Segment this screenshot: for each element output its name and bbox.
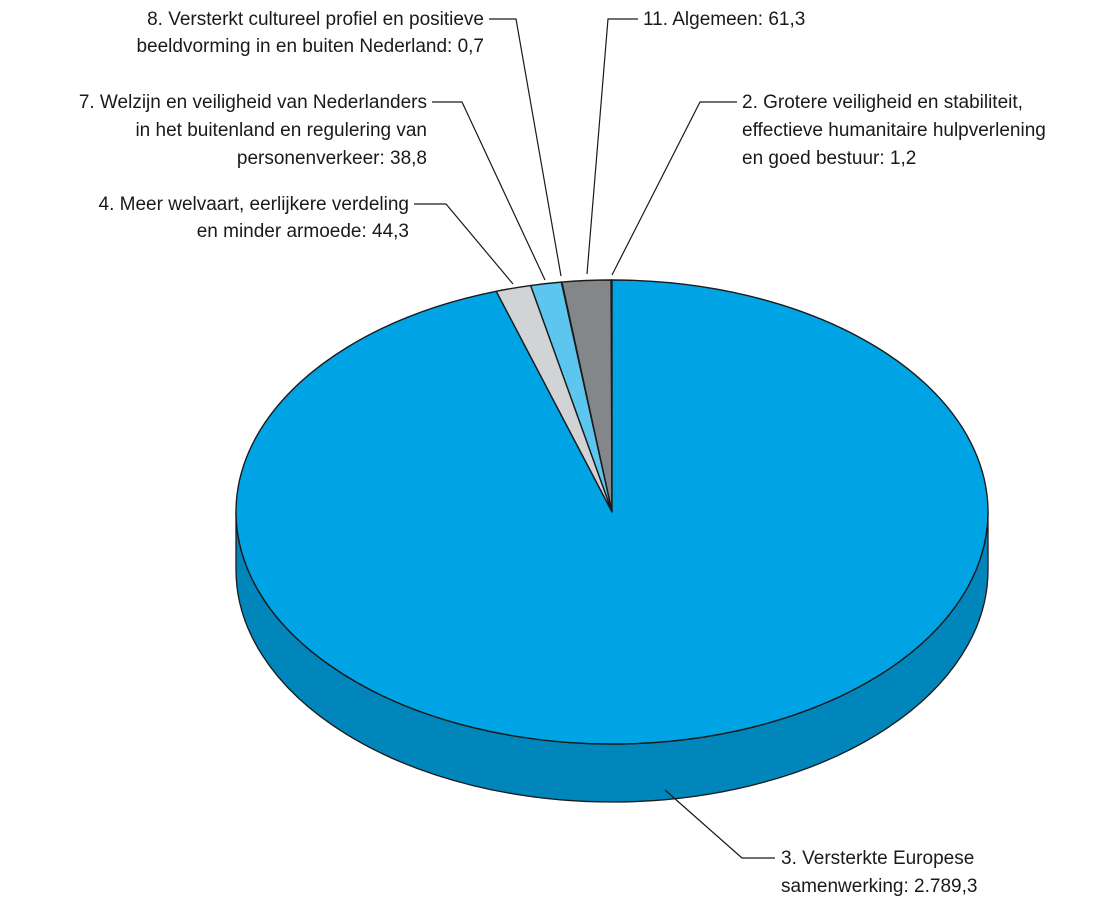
slice-label-line: samenwerking: 2.789,3 bbox=[781, 876, 977, 897]
slice-label-5: 3. Versterkte Europese samenwerking: 2.78… bbox=[781, 848, 977, 897]
slice-label-4: 4. Meer welvaart, eerlijkere verdeling en… bbox=[99, 194, 409, 242]
slice-label-line: in het buitenland en regulering van bbox=[135, 120, 427, 141]
slice-label-line: 8. Versterkt cultureel profiel en positi… bbox=[147, 9, 484, 30]
slice-label-line: personenverkeer: 38,8 bbox=[237, 148, 427, 169]
leader-line-5 bbox=[664, 789, 775, 859]
slice-label-0: 2. Grotere veiligheid en stabiliteit, eff… bbox=[742, 92, 1046, 169]
slice-label-line: beeldvorming in en buiten Nederland: 0,7 bbox=[136, 36, 484, 57]
pie-slice-5 bbox=[235, 279, 989, 745]
slice-label-1: 11. Algemeen: 61,3 bbox=[643, 9, 805, 30]
slice-label-line: en minder armoede: 44,3 bbox=[197, 221, 409, 242]
slice-label-line: 7. Welzijn en veiligheid van Nederlander… bbox=[79, 92, 427, 113]
leader-line-1 bbox=[586, 18, 638, 275]
slice-label-line: 3. Versterkte Europese bbox=[781, 848, 974, 869]
slice-label-line: en goed bestuur: 1,2 bbox=[742, 148, 916, 169]
slice-label-line: 11. Algemeen: 61,3 bbox=[643, 9, 805, 30]
slice-label-line: 2. Grotere veiligheid en stabiliteit, bbox=[742, 92, 1023, 113]
leader-line-4 bbox=[414, 203, 514, 285]
pie-top-layer bbox=[235, 279, 989, 745]
leader-lines bbox=[414, 18, 775, 859]
leader-line-0 bbox=[611, 101, 737, 276]
leader-line-3 bbox=[432, 101, 546, 281]
leader-line-2 bbox=[489, 18, 562, 277]
slice-labels: 2. Grotere veiligheid en stabiliteit, eff… bbox=[79, 9, 1046, 897]
slice-label-line: 4. Meer welvaart, eerlijkere verdeling bbox=[99, 194, 409, 215]
slice-label-line: effectieve humanitaire hulpverlening bbox=[742, 120, 1046, 141]
slice-label-3: 7. Welzijn en veiligheid van Nederlander… bbox=[79, 92, 427, 169]
slice-label-2: 8. Versterkt cultureel profiel en positi… bbox=[136, 9, 484, 57]
